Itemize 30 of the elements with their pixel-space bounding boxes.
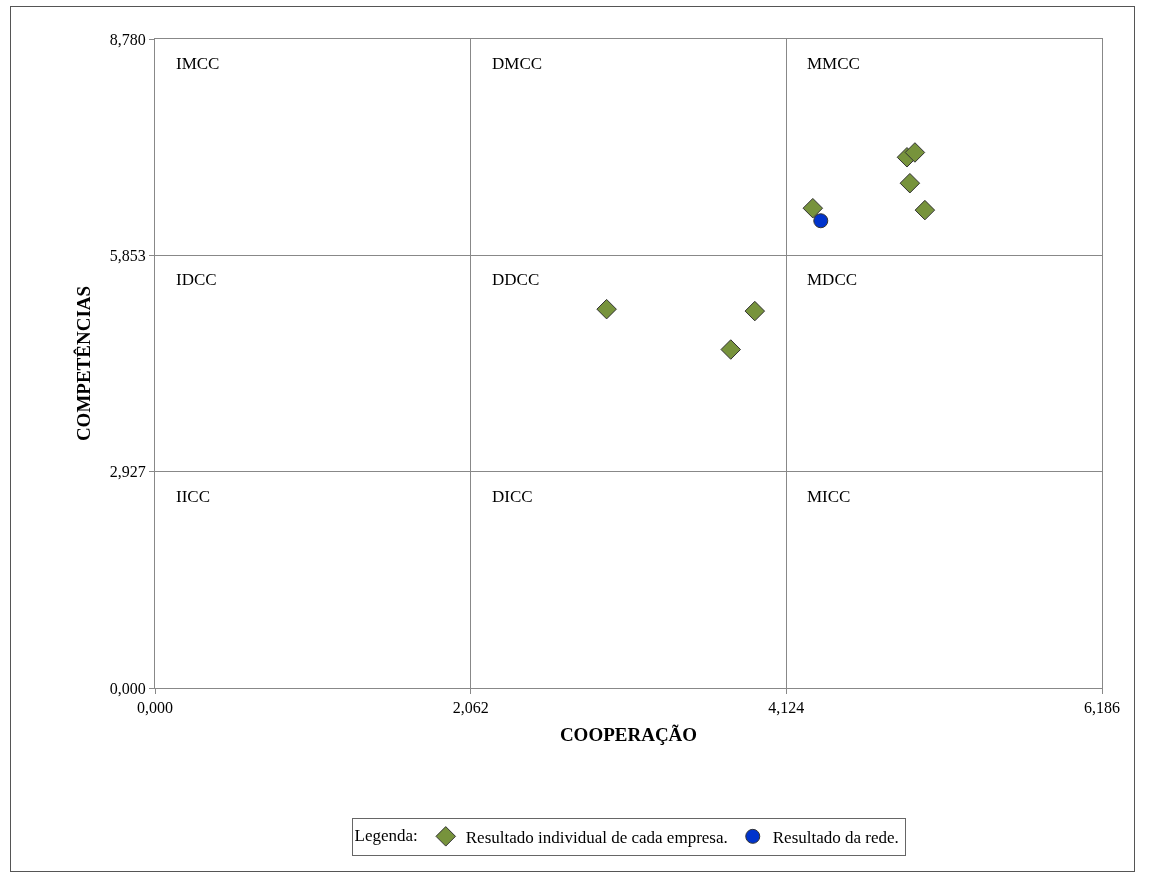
y-axis-title: COMPETÊNCIAS: [72, 285, 94, 442]
y-tick-label: 5,853: [109, 246, 146, 264]
y-tick-label: 0,000: [109, 679, 146, 697]
x-tick-label: 2,062: [452, 699, 489, 717]
annotation: DMCC: [492, 54, 543, 73]
y-tick-label: 2,927: [109, 463, 146, 481]
point: [802, 197, 824, 219]
annotation: MDCC: [807, 270, 858, 289]
annotation: IMCC: [176, 54, 220, 73]
x-tick-label: 4,124: [768, 699, 805, 717]
x-tick-label: 6,186: [1084, 699, 1120, 717]
annotation: MICC: [807, 487, 851, 506]
annotation: MMCC: [807, 54, 860, 73]
point: [914, 199, 936, 221]
point: [899, 172, 921, 194]
annotation: DDCC: [492, 270, 540, 289]
legend-title: Legenda:: [354, 825, 418, 845]
annotation: IICC: [176, 487, 210, 506]
x-tick-label: 0,000: [137, 699, 173, 717]
point: [744, 300, 766, 322]
x-axis-title: COOPERAÇÃO: [559, 724, 698, 745]
annotation: DICC: [492, 487, 533, 506]
point: [596, 298, 617, 320]
point: [904, 142, 926, 163]
annotation: IDCC: [176, 270, 217, 289]
y-tick-label: 8,780: [109, 30, 146, 48]
point: [813, 213, 829, 229]
legend-label: Resultado individual de cada empresa.: [465, 827, 728, 847]
point: [720, 339, 742, 360]
legend-label: Resultado da rede.: [772, 827, 899, 847]
